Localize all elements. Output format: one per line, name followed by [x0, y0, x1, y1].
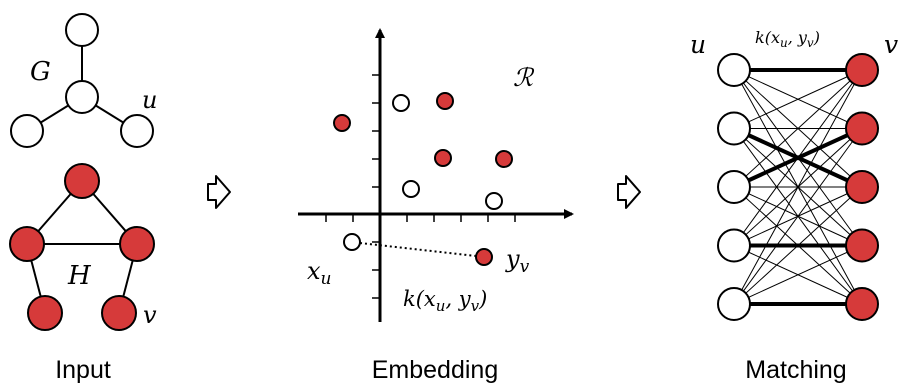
point-red — [434, 149, 452, 167]
left-node — [717, 111, 751, 146]
candidate-edge — [733, 69, 863, 188]
candidate-edge — [733, 69, 863, 305]
point-white — [485, 192, 503, 210]
node-v-label: v — [143, 301, 157, 329]
point-red — [495, 150, 513, 168]
left-node — [717, 53, 751, 87]
bipartite-nodes — [717, 53, 879, 321]
candidate-edge — [733, 128, 863, 305]
embedding-caption: Embedding — [372, 356, 498, 384]
embedding-points — [333, 92, 513, 266]
graph-g-node — [10, 114, 44, 148]
arrow-right-icon — [207, 175, 231, 209]
xu-label: xu — [307, 257, 332, 289]
kernel-distance-line — [359, 242, 477, 257]
matching-caption: Matching — [745, 356, 846, 384]
graph-g-node — [65, 80, 99, 114]
graph-h-node — [119, 226, 155, 262]
left-node — [717, 228, 751, 263]
x-axis-ticks — [325, 214, 516, 222]
graph-g-node — [65, 13, 99, 47]
candidate-edge — [733, 186, 863, 305]
point-red — [436, 92, 454, 110]
right-node — [845, 228, 879, 263]
graph-h-node-v — [101, 295, 137, 331]
candidate-edge — [733, 69, 863, 246]
point-yv — [475, 248, 493, 266]
point-white — [392, 94, 410, 112]
point-white — [402, 180, 420, 198]
right-node — [845, 287, 879, 321]
arrow-right-icon — [617, 175, 641, 209]
graph-h — [9, 163, 155, 331]
right-node — [845, 111, 879, 146]
matching-panel: u v k(xu, yv) Matching — [690, 28, 898, 384]
right-node — [845, 170, 879, 204]
candidate-edge — [733, 245, 863, 305]
node-u-label: u — [142, 86, 157, 114]
kernel-label: k(xu, yv) — [403, 287, 487, 315]
bipartite-edges — [733, 68, 863, 306]
graph-g-node-u — [120, 114, 154, 148]
yv-label: yv — [505, 245, 530, 277]
left-node — [717, 170, 751, 204]
graph-g-label: G — [30, 57, 51, 87]
matching-kernel-label: k(xu, yv) — [755, 28, 820, 50]
graph-h-label: H — [67, 261, 92, 291]
point-xu — [343, 233, 361, 251]
graph-g — [10, 13, 154, 148]
graph-h-node — [27, 295, 63, 331]
y-axis-ticks — [372, 74, 380, 299]
matching-v-label: v — [884, 30, 898, 59]
input-panel: G u H v Input — [9, 13, 157, 384]
right-node — [845, 53, 879, 87]
input-caption: Input — [55, 356, 111, 384]
matching-u-label: u — [690, 30, 706, 59]
graph-h-node — [64, 163, 100, 199]
embedding-panel: ℛ xu yv k(xu, yv) Embedding — [298, 28, 574, 384]
candidate-edge — [733, 69, 863, 129]
point-red — [333, 114, 351, 132]
space-label: ℛ — [513, 63, 535, 92]
graph-h-node — [9, 226, 45, 262]
left-node — [717, 287, 751, 321]
